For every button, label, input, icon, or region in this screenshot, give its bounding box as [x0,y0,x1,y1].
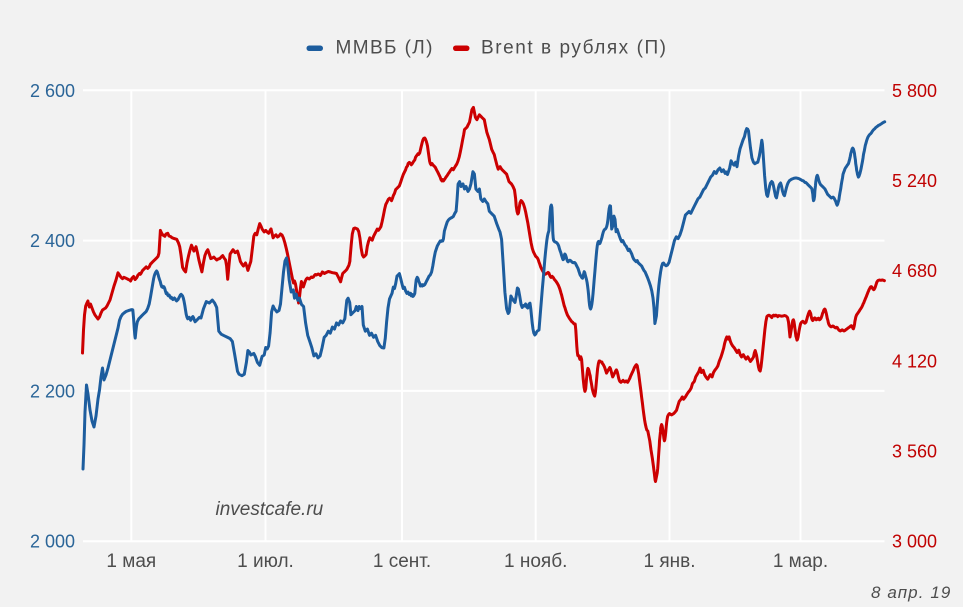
svg-text:3 000: 3 000 [892,532,937,552]
svg-text:3 560: 3 560 [892,442,937,462]
svg-text:1 нояб.: 1 нояб. [504,551,567,572]
svg-text:4 680: 4 680 [892,261,937,281]
svg-text:5 240: 5 240 [892,171,937,191]
svg-text:Brent в рублях (П): Brent в рублях (П) [481,38,668,59]
svg-text:2 600: 2 600 [30,81,75,101]
svg-text:1 мая: 1 мая [106,551,156,572]
svg-text:2 400: 2 400 [30,231,75,251]
svg-text:ММВБ (Л): ММВБ (Л) [336,38,434,59]
svg-text:1 сент.: 1 сент. [373,551,431,572]
svg-text:1 июл.: 1 июл. [237,551,294,572]
svg-text:4 120: 4 120 [892,351,937,371]
svg-text:1 мар.: 1 мар. [773,551,828,572]
svg-text:8 апр. 19: 8 апр. 19 [871,583,952,602]
svg-text:2 200: 2 200 [30,381,75,401]
svg-text:2 000: 2 000 [30,532,75,552]
svg-text:1 янв.: 1 янв. [644,551,696,572]
svg-text:investcafe.ru: investcafe.ru [216,499,324,520]
svg-text:5 800: 5 800 [892,81,937,101]
